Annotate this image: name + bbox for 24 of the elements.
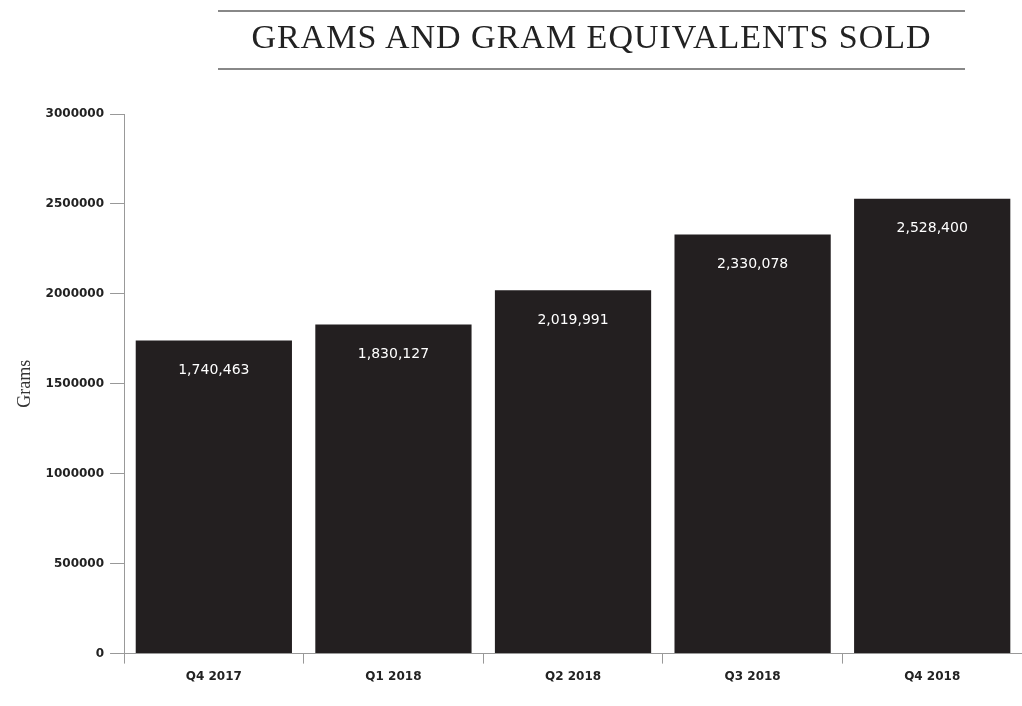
y-tick-label: 0: [95, 645, 105, 660]
data-label: 2,330,078: [716, 255, 789, 272]
y-tick-label: 2000000: [45, 285, 105, 300]
data-label: 1,830,127: [357, 345, 430, 362]
bar: [494, 290, 652, 654]
bar: [854, 198, 1011, 654]
y-tick-label: 3000000: [45, 106, 105, 121]
bar: [135, 340, 292, 654]
bar: [315, 324, 472, 654]
x-tick-label: Q2 2018: [544, 668, 602, 683]
y-tick-label: 2500000: [45, 196, 105, 211]
y-tick-label: 1500000: [45, 375, 105, 390]
chart-title: GRAMS AND GRAM EQUIVALENTS SOLD: [250, 18, 933, 56]
y-axis-title: Grams: [13, 359, 34, 408]
bar: [674, 234, 831, 654]
x-tick-label: Q1 2018: [365, 668, 422, 683]
x-tick-label: Q4 2017: [185, 668, 242, 683]
x-tick-label: Q3 2018: [724, 668, 781, 683]
data-label: 1,740,463: [178, 361, 250, 378]
data-label: 2,528,400: [896, 219, 968, 236]
data-label: 2,019,991: [537, 310, 609, 327]
y-tick-label: 500000: [53, 555, 105, 570]
y-tick-label: 1000000: [45, 465, 105, 480]
x-tick-label: Q4 2018: [904, 668, 961, 683]
